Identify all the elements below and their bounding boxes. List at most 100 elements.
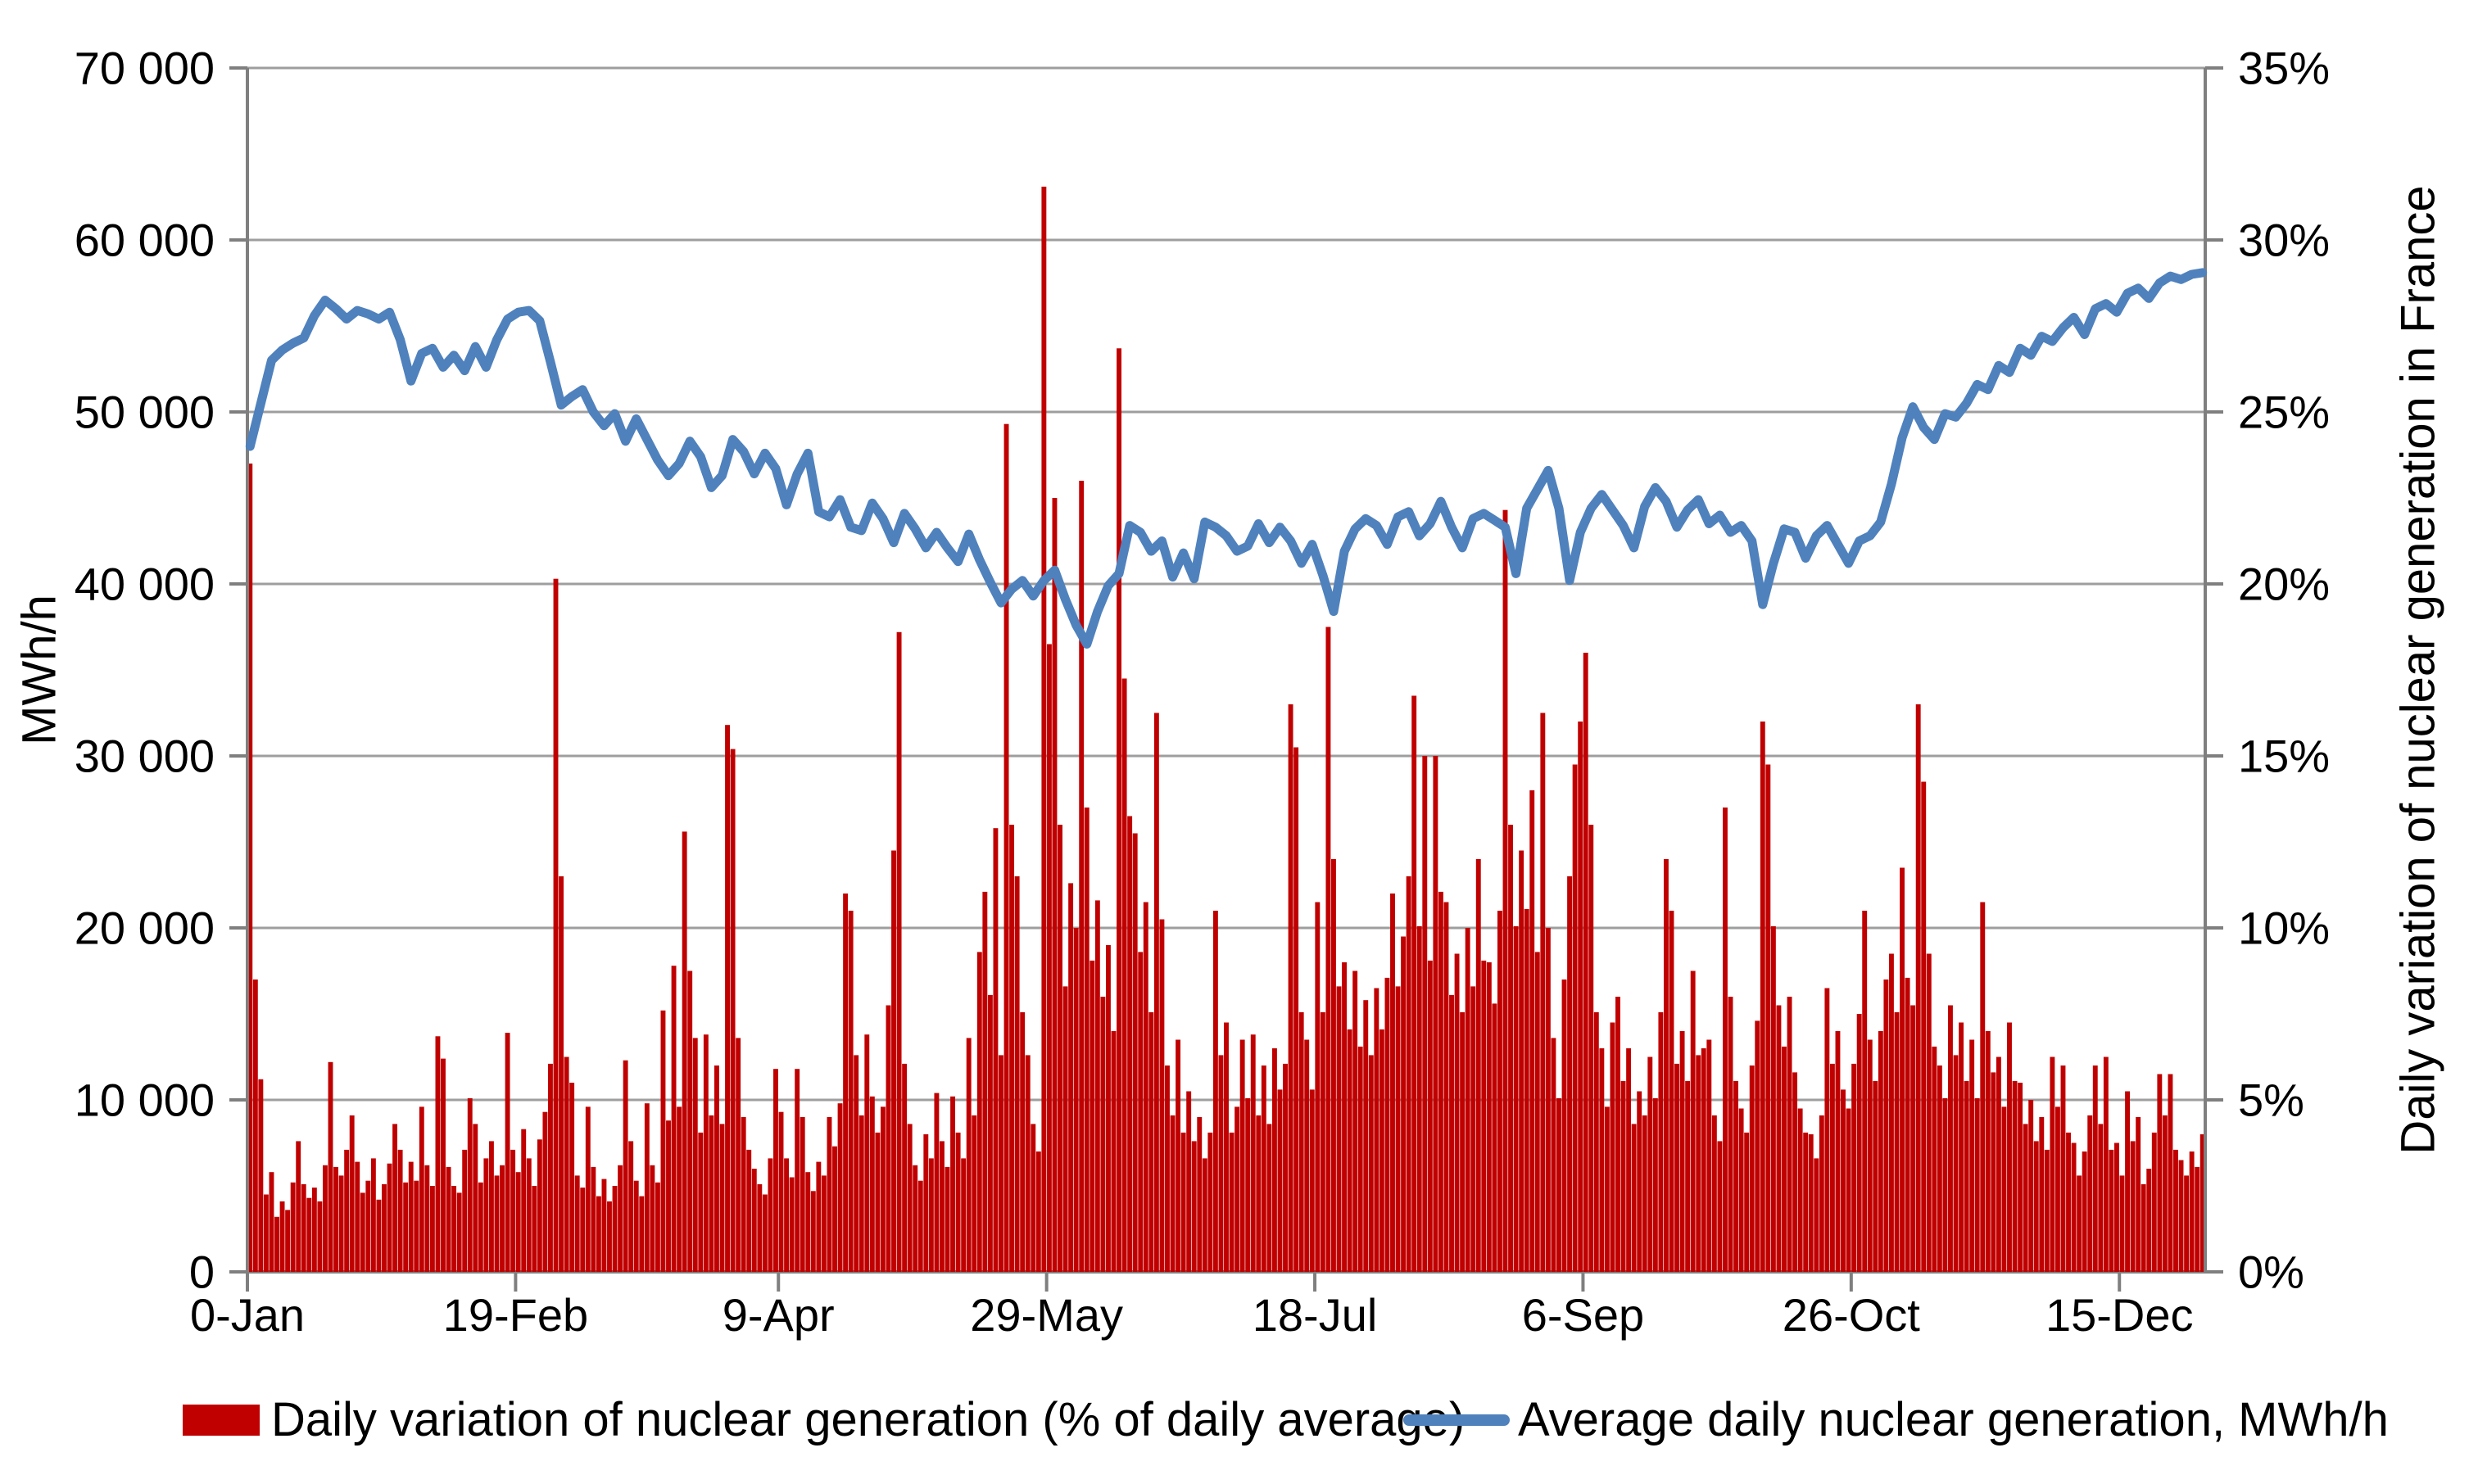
bar <box>435 1036 441 1272</box>
bar <box>296 1141 301 1272</box>
bar <box>2071 1142 2077 1272</box>
bar <box>1031 1124 1036 1272</box>
bar <box>1062 986 1068 1272</box>
bar <box>301 1183 306 1272</box>
bar <box>902 1063 908 1272</box>
bar <box>1068 883 1074 1272</box>
bar <box>1212 911 1218 1272</box>
bar <box>441 1058 446 1272</box>
bar <box>1578 722 1583 1272</box>
bar <box>1964 1080 1969 1272</box>
right-axis-tick-label: 0% <box>2238 1246 2304 1298</box>
bar <box>1814 1158 1819 1272</box>
bar <box>1186 1091 1192 1272</box>
bar <box>2007 1022 2012 1272</box>
bar <box>349 1115 355 1272</box>
bar <box>1492 1003 1497 1272</box>
bar <box>1985 1031 1991 1272</box>
bar <box>1138 952 1144 1272</box>
line-series-swatch-icon <box>1403 1414 1510 1426</box>
right-axis-tick-label: 10% <box>2238 903 2330 954</box>
bar <box>1572 764 1578 1272</box>
bar <box>456 1192 462 1272</box>
bar <box>1245 1097 1251 1272</box>
bar <box>1298 1011 1304 1272</box>
bar <box>419 1106 424 1272</box>
bar <box>837 1103 843 1272</box>
bar <box>1792 1072 1798 1272</box>
bar <box>1035 1151 1041 1272</box>
bar <box>945 1166 950 1272</box>
bar <box>660 1010 666 1272</box>
bar <box>655 1182 660 1272</box>
bar <box>1674 1063 1679 1272</box>
bar <box>1932 1046 1937 1272</box>
bar <box>1696 1055 1701 1272</box>
bar <box>1090 960 1095 1272</box>
bar <box>1025 1055 1031 1272</box>
bar <box>542 1111 548 1272</box>
bar <box>2103 1056 2109 1272</box>
bar <box>1851 1063 1857 1272</box>
bar <box>1948 1005 1953 1272</box>
bar <box>1873 1080 1878 1272</box>
bar <box>2001 1106 2007 1272</box>
bar <box>633 1180 639 1272</box>
bar <box>2077 1175 2082 1272</box>
bar <box>993 828 999 1272</box>
bar <box>1669 911 1674 1272</box>
bar <box>1368 1055 1374 1272</box>
bar <box>698 1132 704 1272</box>
bar <box>810 1191 816 1272</box>
bar <box>1411 695 1417 1272</box>
bar <box>880 1106 886 1272</box>
bar <box>1991 1072 1996 1272</box>
bar <box>1770 925 1776 1272</box>
bar <box>1706 1039 1712 1272</box>
bar <box>1250 1034 1256 1272</box>
bar <box>1749 1065 1755 1272</box>
bar <box>1733 1080 1739 1272</box>
bar <box>1046 644 1052 1272</box>
bar <box>757 1183 763 1272</box>
bar <box>1797 1108 1803 1272</box>
bar <box>1325 627 1331 1272</box>
right-axis-tick-label: 15% <box>2238 731 2330 782</box>
bar <box>1422 756 1428 1272</box>
bar <box>1202 1158 1207 1272</box>
left-axis-title: MWh/h <box>12 595 66 745</box>
bar <box>2125 1091 2131 1272</box>
bar <box>1599 1048 1605 1272</box>
bar <box>768 1158 773 1272</box>
bar <box>1427 960 1433 1272</box>
bar <box>1900 867 1905 1272</box>
bar <box>1829 1063 1835 1272</box>
bar <box>1642 1115 1647 1272</box>
bar <box>1905 977 1910 1272</box>
bar <box>2146 1169 2152 1272</box>
bar <box>719 1124 725 1272</box>
left-axis-tick-label: 40 000 <box>75 559 215 610</box>
bar <box>1658 1011 1664 1272</box>
bar <box>2136 1117 2141 1272</box>
bar <box>966 1038 972 1272</box>
bar <box>1755 1020 1760 1272</box>
bar <box>1197 1117 1203 1272</box>
bar <box>446 1166 451 1272</box>
bar <box>1094 900 1100 1272</box>
bar <box>1438 891 1443 1272</box>
bar <box>2189 1151 2195 1272</box>
bar <box>424 1165 430 1272</box>
bar <box>917 1180 923 1272</box>
bar <box>1288 704 1293 1272</box>
bar <box>569 1083 575 1272</box>
bar <box>1079 481 1085 1272</box>
bar <box>376 1199 382 1272</box>
bar <box>2050 1056 2055 1272</box>
bar <box>1959 1022 1964 1272</box>
bar <box>1283 1063 1288 1272</box>
bar <box>1787 997 1792 1272</box>
bar <box>290 1182 296 1272</box>
